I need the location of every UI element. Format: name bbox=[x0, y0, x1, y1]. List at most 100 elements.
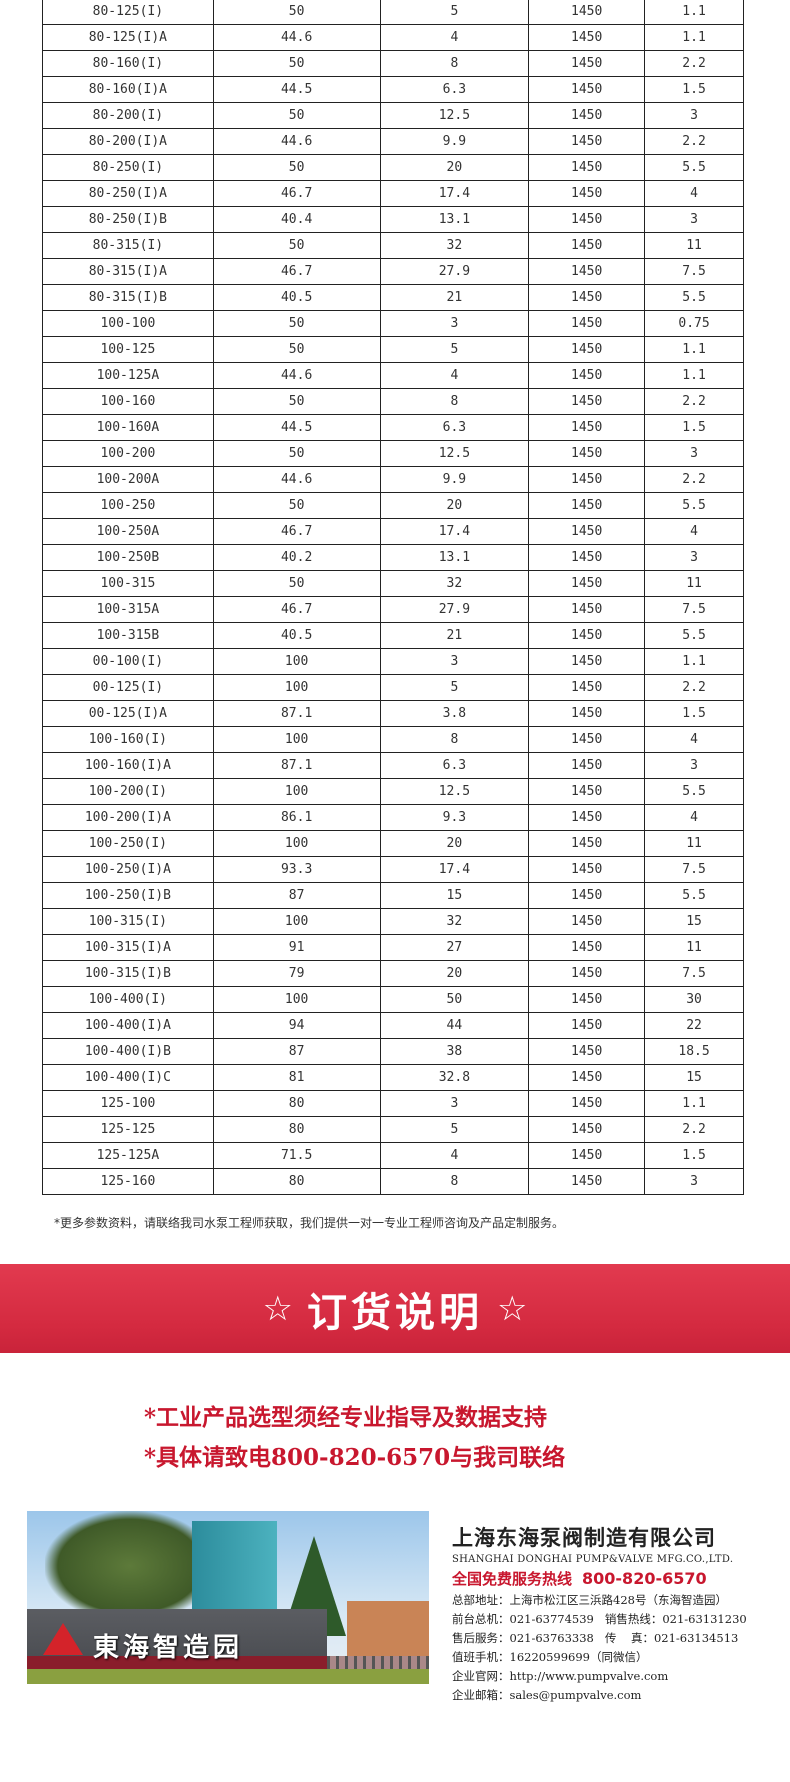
flow-cell: 40.2 bbox=[212, 544, 381, 571]
model-cell: 00-125(I) bbox=[42, 674, 214, 701]
flow-cell: 79 bbox=[212, 960, 381, 987]
power-cell: 5.5 bbox=[644, 284, 744, 311]
website[interactable]: 企业官网：http://www.pumpvalve.com bbox=[452, 1669, 669, 1683]
flow-cell: 46.7 bbox=[212, 596, 381, 623]
model-cell: 80-125(I)A bbox=[42, 24, 214, 51]
speed-cell: 1450 bbox=[528, 492, 646, 519]
speed-cell: 1450 bbox=[528, 76, 646, 103]
power-cell: 18.5 bbox=[644, 1038, 744, 1065]
table-row: 80-160(I) 50 8 1450 2.2 bbox=[42, 50, 744, 77]
power-cell: 5.5 bbox=[644, 154, 744, 181]
model-cell: 100-315(I)A bbox=[42, 934, 214, 961]
model-cell: 100-160(I)A bbox=[42, 752, 214, 779]
speed-cell: 1450 bbox=[528, 50, 646, 77]
table-row: 100-200(I) 100 12.5 1450 5.5 bbox=[42, 778, 744, 805]
head-cell: 5 bbox=[379, 1116, 530, 1143]
head-cell: 4 bbox=[379, 362, 530, 389]
head-cell: 8 bbox=[379, 50, 530, 77]
model-cell: 100-250A bbox=[42, 518, 214, 545]
model-cell: 80-200(I)A bbox=[42, 128, 214, 155]
head-cell: 8 bbox=[379, 1168, 530, 1195]
flow-cell: 46.7 bbox=[212, 518, 381, 545]
table-row: 100-250B 40.2 13.1 1450 3 bbox=[42, 544, 744, 571]
head-cell: 9.9 bbox=[379, 466, 530, 493]
model-cell: 00-125(I)A bbox=[42, 700, 214, 727]
speed-cell: 1450 bbox=[528, 388, 646, 415]
flow-cell: 100 bbox=[212, 830, 381, 857]
speed-cell: 1450 bbox=[528, 544, 646, 571]
head-cell: 12.5 bbox=[379, 102, 530, 129]
power-cell: 2.2 bbox=[644, 50, 744, 77]
hotline: 全国免费服务热线 800-820-6570 bbox=[452, 1568, 747, 1589]
speed-cell: 1450 bbox=[528, 466, 646, 493]
spec-table: 80-125(I) 50 5 1450 1.1 80-125(I)A 44.6 4 1450 1.… bbox=[42, 0, 744, 1195]
flow-cell: 44.6 bbox=[212, 128, 381, 155]
head-cell: 6.3 bbox=[379, 76, 530, 103]
table-row: 80-250(I) 50 20 1450 5.5 bbox=[42, 154, 744, 181]
model-cell: 100-160 bbox=[42, 388, 214, 415]
power-cell: 5.5 bbox=[644, 622, 744, 649]
star-icon: ☆ bbox=[497, 1288, 528, 1329]
flow-cell: 50 bbox=[212, 336, 381, 363]
park-sign: 東海智造园 bbox=[93, 1633, 244, 1663]
power-cell: 2.2 bbox=[644, 128, 744, 155]
flow-cell: 100 bbox=[212, 778, 381, 805]
table-row: 125-125 80 5 1450 2.2 bbox=[42, 1116, 744, 1143]
speed-cell: 1450 bbox=[528, 778, 646, 805]
speed-cell: 1450 bbox=[528, 310, 646, 337]
speed-cell: 1450 bbox=[528, 102, 646, 129]
speed-cell: 1450 bbox=[528, 1116, 646, 1143]
speed-cell: 1450 bbox=[528, 128, 646, 155]
head-cell: 21 bbox=[379, 622, 530, 649]
power-cell: 7.5 bbox=[644, 856, 744, 883]
speed-cell: 1450 bbox=[528, 24, 646, 51]
flow-cell: 100 bbox=[212, 674, 381, 701]
model-cell: 100-315A bbox=[42, 596, 214, 623]
power-cell: 5.5 bbox=[644, 492, 744, 519]
speed-cell: 1450 bbox=[528, 258, 646, 285]
speed-cell: 1450 bbox=[528, 804, 646, 831]
speed-cell: 1450 bbox=[528, 908, 646, 935]
speed-cell: 1450 bbox=[528, 986, 646, 1013]
table-row: 80-125(I)A 44.6 4 1450 1.1 bbox=[42, 24, 744, 51]
flow-cell: 71.5 bbox=[212, 1142, 381, 1169]
head-cell: 4 bbox=[379, 1142, 530, 1169]
power-cell: 2.2 bbox=[644, 1116, 744, 1143]
table-row: 00-100(I) 100 3 1450 1.1 bbox=[42, 648, 744, 675]
model-cell: 80-160(I) bbox=[42, 50, 214, 77]
head-cell: 38 bbox=[379, 1038, 530, 1065]
flow-cell: 87.1 bbox=[212, 700, 381, 727]
speed-cell: 1450 bbox=[528, 1142, 646, 1169]
table-row: 100-160 50 8 1450 2.2 bbox=[42, 388, 744, 415]
head-cell: 3 bbox=[379, 648, 530, 675]
order-note-2: *具体请致电800-820-6570与我司联络 bbox=[144, 1444, 566, 1471]
model-cell: 80-200(I) bbox=[42, 102, 214, 129]
table-row: 80-315(I)A 46.7 27.9 1450 7.5 bbox=[42, 258, 744, 285]
flow-cell: 40.5 bbox=[212, 622, 381, 649]
power-cell: 11 bbox=[644, 830, 744, 857]
email[interactable]: 企业邮箱：sales@pumpvalve.com bbox=[452, 1688, 642, 1702]
head-cell: 44 bbox=[379, 1012, 530, 1039]
flow-cell: 50 bbox=[212, 440, 381, 467]
table-row: 125-125A 71.5 4 1450 1.5 bbox=[42, 1142, 744, 1169]
power-cell: 4 bbox=[644, 726, 744, 753]
head-cell: 12.5 bbox=[379, 440, 530, 467]
table-row: 100-250(I) 100 20 1450 11 bbox=[42, 830, 744, 857]
head-cell: 32 bbox=[379, 570, 530, 597]
speed-cell: 1450 bbox=[528, 1090, 646, 1117]
flow-cell: 50 bbox=[212, 492, 381, 519]
power-cell: 1.5 bbox=[644, 1142, 744, 1169]
flow-cell: 50 bbox=[212, 388, 381, 415]
speed-cell: 1450 bbox=[528, 674, 646, 701]
flow-cell: 81 bbox=[212, 1064, 381, 1091]
speed-cell: 1450 bbox=[528, 336, 646, 363]
flow-cell: 91 bbox=[212, 934, 381, 961]
flow-cell: 87 bbox=[212, 1038, 381, 1065]
speed-cell: 1450 bbox=[528, 934, 646, 961]
head-cell: 3 bbox=[379, 1090, 530, 1117]
model-cell: 100-400(I)A bbox=[42, 1012, 214, 1039]
power-cell: 0.75 bbox=[644, 310, 744, 337]
factory-photo: 東海智造园 bbox=[27, 1511, 429, 1684]
speed-cell: 1450 bbox=[528, 154, 646, 181]
power-cell: 1.1 bbox=[644, 648, 744, 675]
